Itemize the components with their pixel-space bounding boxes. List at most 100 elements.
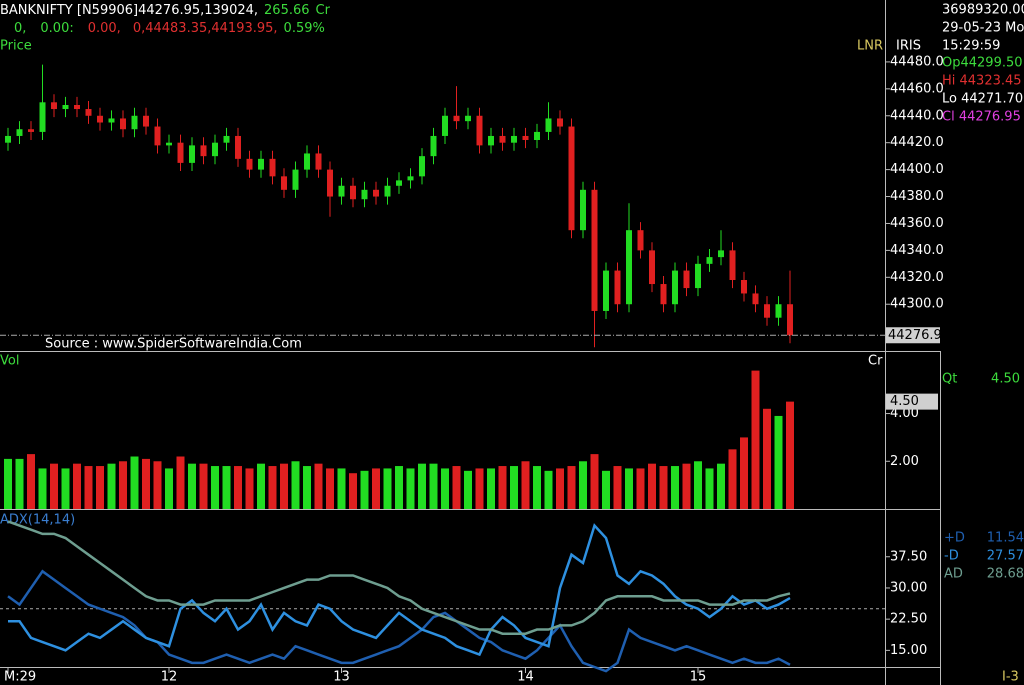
candle-body bbox=[580, 189, 586, 231]
candle-body bbox=[499, 135, 506, 143]
x-tick-label: M:29 bbox=[4, 670, 36, 685]
volume-bar bbox=[429, 463, 438, 509]
candle-body bbox=[269, 158, 276, 177]
volume-bar bbox=[579, 461, 587, 509]
y-tick-label: 44300.0 bbox=[890, 297, 944, 312]
volume-bar bbox=[717, 463, 725, 509]
candle-body bbox=[626, 230, 632, 305]
y-tick-label: 30.00 bbox=[890, 580, 927, 595]
volume-bar bbox=[659, 466, 668, 509]
volume-bar bbox=[533, 466, 541, 509]
volume-bar bbox=[165, 468, 173, 509]
source: Source : www.SpiderSoftwareIndia.Com bbox=[45, 337, 302, 352]
volume-bar bbox=[199, 463, 208, 509]
y-tick-label: 44360.0 bbox=[890, 216, 944, 231]
candle-body bbox=[131, 115, 138, 130]
candle-body bbox=[62, 105, 69, 110]
volume-bar bbox=[567, 466, 576, 509]
candle-body bbox=[430, 135, 437, 157]
volume-bar bbox=[61, 468, 70, 509]
volume-bar bbox=[211, 466, 219, 509]
volume-bar bbox=[130, 456, 139, 509]
volume-bar bbox=[107, 463, 116, 509]
volume-bar bbox=[84, 466, 93, 509]
candle-body bbox=[16, 129, 23, 136]
candle-body bbox=[545, 118, 552, 132]
volume-bar bbox=[613, 466, 622, 509]
legend-name: AD bbox=[944, 567, 963, 582]
unit: Cr bbox=[316, 3, 331, 18]
volume-bar bbox=[636, 468, 645, 509]
candle-body bbox=[718, 250, 724, 258]
indicator-line bbox=[8, 523, 791, 657]
adx-label: ADX(14,14) bbox=[0, 513, 75, 528]
y-tick-label: 44420.0 bbox=[890, 135, 944, 150]
quote-line: 0, 0.00: 0.00, 0,44483.35,44193.95, 0.59% bbox=[14, 21, 325, 36]
candle-body bbox=[442, 115, 448, 136]
volume-bar bbox=[176, 456, 185, 509]
volume-bar bbox=[786, 401, 794, 509]
volume-bar bbox=[510, 466, 518, 509]
volume-bar bbox=[682, 463, 691, 509]
volume-bar bbox=[234, 466, 242, 509]
legend-name: -D bbox=[944, 549, 959, 564]
change: 265.66 bbox=[264, 3, 310, 18]
candle-body bbox=[419, 156, 425, 177]
volume-bar bbox=[119, 461, 127, 509]
readout: Hi 44323.45 bbox=[942, 74, 1022, 89]
indicator: LNR bbox=[857, 39, 883, 54]
volume-bar bbox=[556, 468, 564, 509]
y-tick-label: 37.50 bbox=[890, 549, 927, 564]
volume-bar bbox=[4, 458, 12, 509]
candle-body bbox=[223, 135, 230, 143]
q: 0, bbox=[14, 21, 26, 36]
volume-bar bbox=[360, 470, 369, 509]
volume-bar bbox=[337, 468, 346, 509]
candle-body bbox=[327, 169, 333, 197]
volume-bar bbox=[314, 463, 323, 509]
volume-bar bbox=[291, 461, 300, 509]
q: 0.00, bbox=[88, 21, 121, 36]
candle-body bbox=[200, 145, 207, 157]
candle-body bbox=[361, 189, 368, 200]
q: 0.59% bbox=[284, 21, 325, 36]
volume-bar bbox=[728, 449, 737, 509]
volume-bar bbox=[406, 468, 415, 509]
volume-bar bbox=[774, 415, 783, 509]
footer: I-3 bbox=[1002, 670, 1019, 685]
readout: 29-05-23 Mo bbox=[942, 21, 1024, 36]
volume-bar bbox=[96, 466, 104, 509]
volume-bar bbox=[751, 370, 760, 509]
candle-body bbox=[407, 176, 414, 181]
indicator-line bbox=[7, 520, 791, 635]
q: 0,44483.35,44193.95, bbox=[133, 21, 278, 36]
candle-body bbox=[39, 102, 46, 132]
volume-bar bbox=[464, 470, 472, 509]
last-volume-box bbox=[886, 393, 938, 410]
volume-bar bbox=[188, 463, 196, 509]
indicator: IRIS bbox=[896, 39, 921, 54]
volume-bar bbox=[648, 463, 656, 509]
volume-bar bbox=[257, 463, 265, 509]
volume-bar bbox=[153, 461, 162, 509]
volume-bar bbox=[268, 466, 277, 509]
vol-unit: Cr bbox=[868, 354, 883, 369]
candle-body bbox=[396, 180, 402, 186]
volume-bar bbox=[602, 470, 610, 509]
volume-bar bbox=[50, 463, 58, 509]
y-tick-label: 2.00 bbox=[890, 454, 919, 469]
readout: Lo 44271.70 bbox=[942, 92, 1023, 107]
x-tick-label: 14 bbox=[517, 670, 534, 685]
volume-bar bbox=[245, 468, 254, 509]
candle-body bbox=[384, 185, 391, 197]
candle-body bbox=[511, 135, 517, 143]
legend-name: +D bbox=[944, 531, 965, 546]
volume-bar bbox=[383, 468, 392, 509]
candle-body bbox=[591, 189, 598, 311]
candle-body bbox=[660, 284, 667, 305]
volume-bar bbox=[372, 468, 380, 509]
candle-body bbox=[120, 118, 126, 130]
volume-bar bbox=[763, 408, 771, 509]
